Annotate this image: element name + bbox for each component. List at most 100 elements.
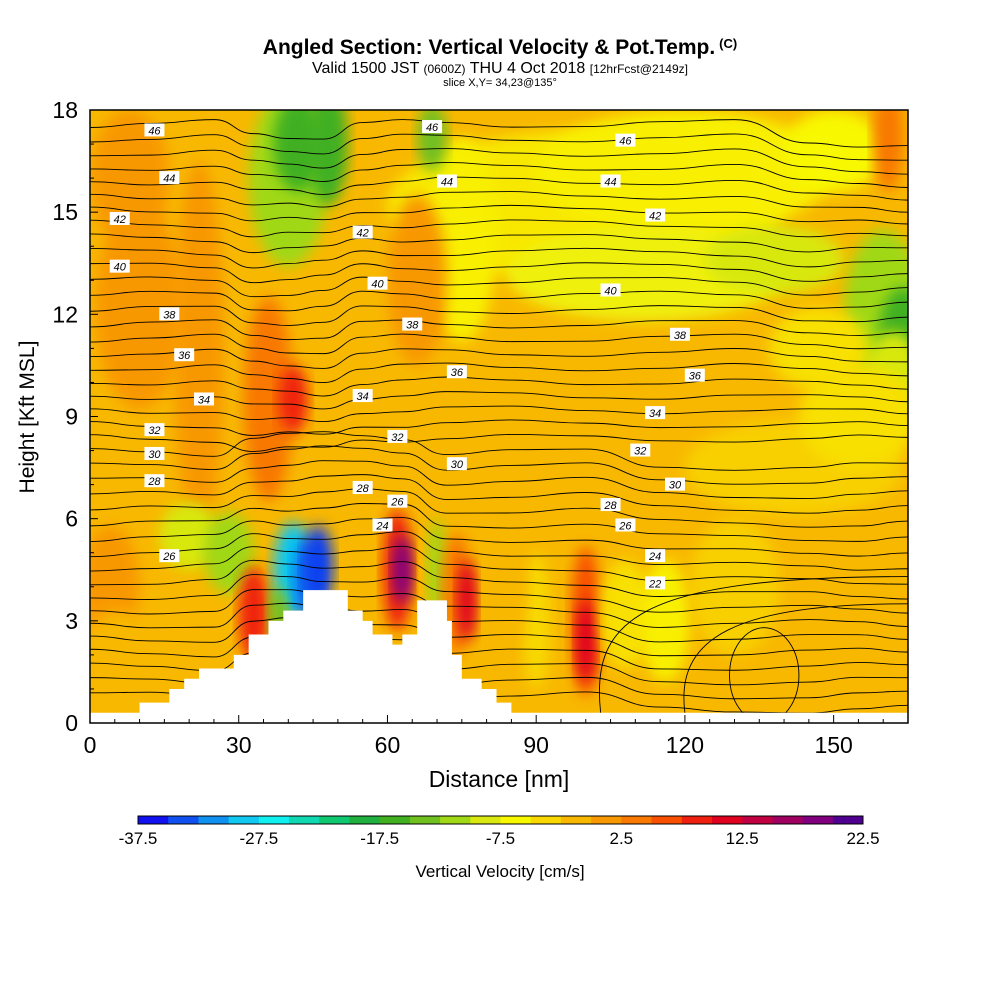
contour-label: 46 (615, 133, 636, 148)
contour-label-text: 30 (669, 480, 682, 492)
contour-label: 40 (367, 276, 388, 291)
theta-contour-line (90, 503, 908, 542)
contour-label-text: 34 (649, 408, 661, 420)
colorbar-swatch (379, 816, 411, 824)
theta-contour-line (90, 474, 908, 514)
theta-contour-line (90, 488, 908, 528)
colorbar-swatch (802, 816, 834, 824)
theta-contour-line (90, 176, 908, 201)
x-tick-label: 120 (666, 732, 704, 758)
field-blob (204, 511, 254, 594)
field-blob (689, 518, 780, 655)
contour-label-text: 38 (674, 330, 687, 342)
contour-label: 24 (645, 549, 666, 563)
contour-label-text: 22 (648, 578, 661, 590)
contour-label: 34 (352, 389, 373, 403)
colorbar-swatch (621, 816, 653, 824)
theta-contour-line (90, 305, 908, 327)
contour-label-bg (669, 327, 690, 341)
contour-label-bg (159, 307, 180, 321)
theta-contour-line (90, 290, 908, 312)
contour-label: 42 (352, 225, 373, 240)
field-blob (521, 552, 552, 689)
x-axis-label: Distance [nm] (428, 766, 570, 792)
subtitle-forecast: [12hrFcst@2149z] (589, 62, 688, 76)
contour-label: 40 (109, 259, 130, 274)
colorbar-swatch (500, 816, 532, 824)
theta-contour-line (90, 319, 908, 341)
colorbar: -37.5 -27.5 -17.5 -7.5 2.5 12.5 22.5 (119, 815, 880, 848)
y-tick-label: 9 (65, 404, 78, 430)
colorbar-swatch (319, 816, 350, 824)
contour-label-bg (352, 225, 373, 239)
field-blob (387, 195, 447, 366)
colorbar-swatch (289, 816, 320, 824)
colorbar-tick-label: -37.5 (119, 829, 158, 848)
contour-label-bg (402, 317, 423, 331)
colorbar-swatch (591, 816, 622, 824)
y-tick-label: 12 (52, 301, 78, 327)
field-blob (640, 559, 690, 683)
x-tick-label: 0 (84, 732, 97, 758)
y-tick-label: 6 (65, 506, 78, 532)
contour-label-text: 26 (618, 520, 632, 532)
contour-label: 30 (446, 457, 467, 471)
theta-contour-line (90, 148, 908, 175)
contour-label-text: 36 (178, 350, 191, 362)
contour-label-text: 38 (406, 320, 419, 332)
contour-label-text: 40 (604, 285, 617, 297)
colorbar-swatch (258, 816, 290, 824)
contour-label-text: 26 (390, 497, 404, 509)
contour-label: 24 (372, 518, 393, 532)
contour-label-text: 44 (441, 177, 453, 189)
theta-contour-line (90, 233, 908, 254)
theta-contour-line (90, 434, 908, 452)
x-tick-label: 90 (523, 732, 549, 758)
theta-contour-line (90, 517, 908, 557)
contour-label: 42 (109, 211, 130, 226)
contour-label-bg (446, 365, 467, 379)
contour-label-text: 32 (148, 425, 160, 437)
colorbar-swatch (409, 816, 441, 824)
chart-title: Angled Section: Vertical Velocity & Pot.… (0, 36, 1000, 60)
contour-label-bg (144, 474, 165, 488)
x-tick-label: 60 (375, 732, 401, 758)
contour-label: 28 (600, 498, 621, 512)
terrain-mask (90, 590, 908, 723)
slice-info: slice X,Y= 34,23@135° (443, 77, 557, 89)
theta-contour-line (90, 376, 908, 397)
contour-label-bg (684, 368, 705, 382)
colorbar-tick-label: 2.5 (610, 829, 634, 848)
colorbar-tick-label: 22.5 (846, 829, 879, 848)
field-blob (417, 110, 447, 172)
contour-label-text: 46 (426, 122, 439, 134)
contour-label-text: 32 (391, 432, 403, 444)
field-blob (308, 110, 348, 206)
field-blob (303, 525, 333, 608)
theta-contour-line (90, 545, 908, 585)
theta-contour-line (90, 460, 908, 499)
contour-label-bg (664, 477, 685, 491)
contour-label-text: 30 (148, 449, 161, 461)
colorbar-swatch (651, 816, 683, 824)
colorbar-swatch (530, 816, 562, 824)
contour-label: 38 (159, 307, 180, 321)
contour-label: 30 (144, 446, 165, 461)
contour-label: 26 (387, 494, 408, 509)
contour-label: 44 (159, 171, 180, 185)
x-tick-label: 150 (814, 732, 852, 758)
contour-label: 44 (600, 174, 621, 189)
field-blob (90, 610, 160, 713)
contour-label: 36 (684, 368, 705, 383)
field-blob (392, 535, 413, 604)
field-blob (94, 205, 185, 410)
contour-label-text: 46 (148, 125, 161, 137)
terrain (90, 590, 908, 723)
contour-label-text: 42 (357, 228, 369, 240)
colorbar-swatch (198, 816, 230, 824)
contour-label: 40 (600, 283, 621, 297)
theta-contour-line (90, 333, 908, 355)
theta-contour-line (90, 161, 908, 188)
contour-label: 22 (645, 576, 666, 590)
theta-contour-line (90, 191, 908, 213)
